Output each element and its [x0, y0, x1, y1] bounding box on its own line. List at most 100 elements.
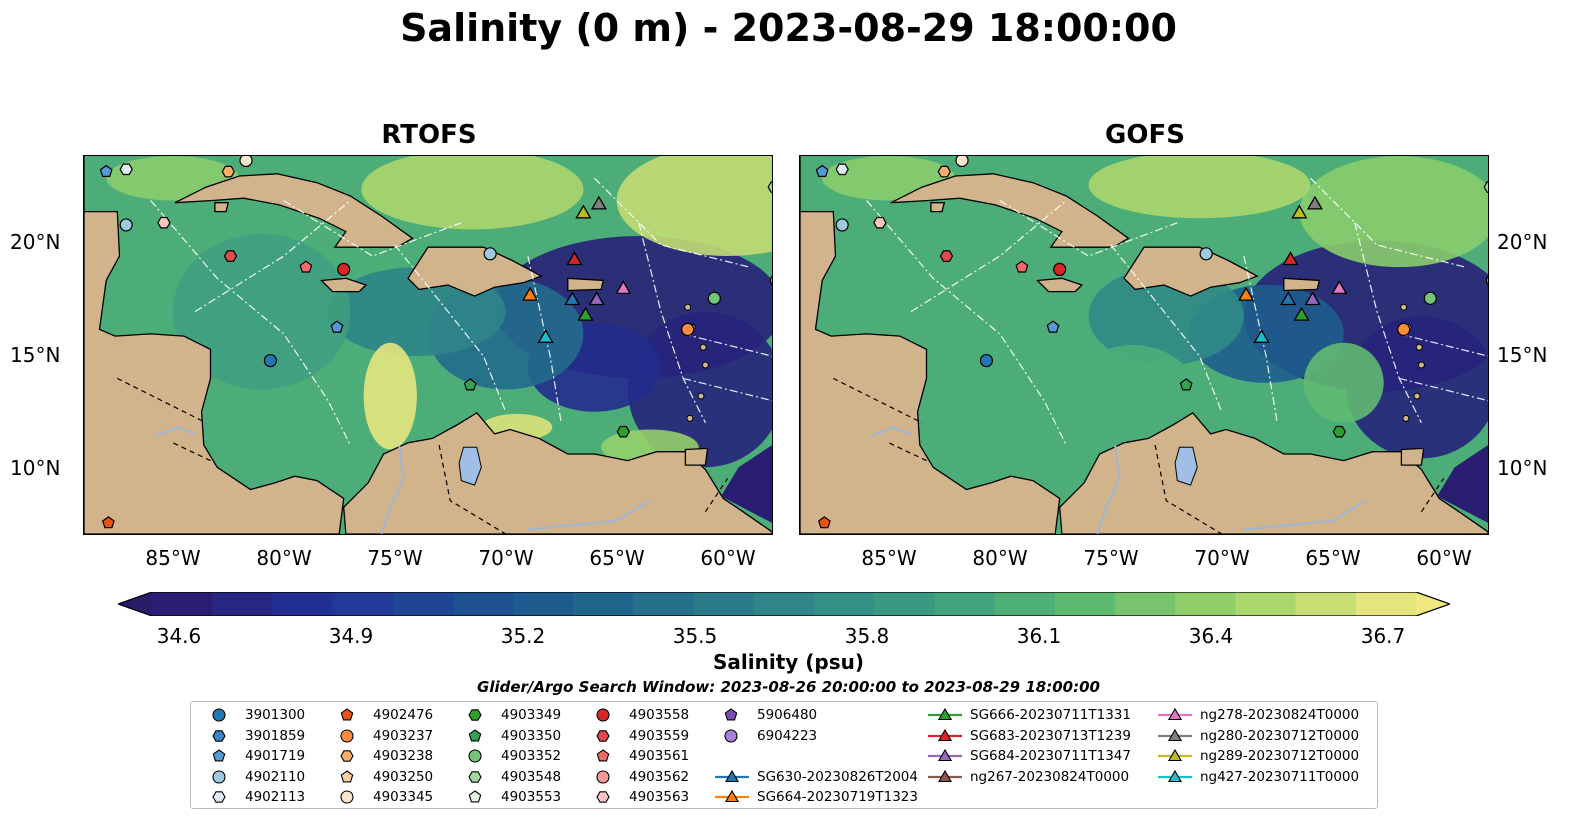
argo-float-4903352	[707, 291, 721, 305]
salinity-feature	[363, 342, 417, 450]
eez-boundary	[527, 255, 562, 423]
country-border	[888, 442, 927, 462]
legend-label: 4903553	[501, 789, 562, 806]
atlantic-outflow	[721, 445, 772, 523]
colorbar-segment	[152, 592, 213, 616]
legend-label: 4903563	[629, 789, 690, 806]
salinity-feature	[172, 233, 351, 390]
eez-boundary	[1399, 333, 1488, 357]
lesser-antilles-island	[1402, 414, 1410, 422]
eez-boundary	[194, 200, 351, 313]
colorbar-segment	[573, 592, 635, 616]
colorbar-segment	[874, 592, 936, 616]
colorbar-segment	[693, 592, 755, 616]
eez-boundary	[1110, 244, 1223, 412]
x-tick-label-gofs-60w: 60°W	[1416, 546, 1472, 570]
salinity-feature	[1088, 156, 1311, 219]
legend-label: 4903237	[373, 727, 434, 744]
eez-boundary	[150, 200, 351, 446]
country-border	[1154, 444, 1223, 534]
colorbar-tick-35-5: 35.5	[672, 624, 718, 648]
country-border	[172, 442, 211, 462]
land-jamaica	[1036, 277, 1084, 293]
legend-label: SG666-20230711T1331	[970, 707, 1131, 723]
rtofs-panel-title: RTOFS	[381, 120, 477, 150]
argo-float-4903237	[681, 322, 695, 337]
argo-float-6904223	[769, 275, 772, 286]
glider-ng289-20230712T0000	[1291, 204, 1308, 219]
glider-SG664-20230719T1323	[1238, 286, 1255, 301]
lake-maracaibo	[458, 446, 482, 486]
glider-SG666-20230711T1331	[577, 306, 594, 321]
glider-SG684-20230711T1347	[588, 291, 605, 306]
legend-label: 4903562	[629, 768, 690, 785]
legend-label: 4903345	[373, 789, 434, 806]
legend-label: SG630-20230826T2004	[757, 768, 918, 785]
legend-label: 4902113	[245, 789, 306, 806]
river	[1096, 444, 1121, 534]
lesser-antilles-island	[701, 361, 709, 369]
legend-label: 4902476	[373, 707, 434, 723]
lesser-antilles-island	[697, 392, 705, 400]
platform-legend: 3901300 3901859 4901719 4902110 4902113 49024…	[190, 701, 1378, 809]
gofs-salinity-map	[799, 155, 1489, 535]
legend-label: 4902110	[245, 768, 306, 785]
glider-ng289-20230712T0000	[575, 204, 592, 219]
salinity-colorbar	[118, 592, 1450, 616]
lesser-antilles-island	[684, 303, 692, 311]
legend-label: ng267-20230824T0000	[970, 768, 1130, 785]
colorbar-segment	[994, 592, 1056, 616]
land-hispaniola	[407, 246, 543, 297]
colorbar-tick-35-8: 35.8	[844, 624, 890, 648]
eez-boundary	[999, 199, 1178, 257]
argo-float-4903349	[1332, 425, 1346, 438]
legend-label: 4903558	[629, 707, 690, 723]
land-trinidad	[1400, 447, 1425, 466]
x-tick-label-gofs-65w: 65°W	[1305, 546, 1361, 570]
argo-float-4903548	[767, 181, 772, 193]
glider-SG684-20230711T1347	[1304, 291, 1321, 306]
eez-boundary	[1399, 377, 1488, 402]
x-tick-label-rtofs-60w: 60°W	[700, 546, 756, 570]
colorbar-segment	[753, 592, 815, 616]
argo-float-4903559	[223, 250, 238, 262]
land-central	[84, 156, 345, 534]
argo-float-4902110	[835, 218, 849, 232]
glider-SG630-20230826T2004	[1280, 291, 1297, 306]
colorbar-segment	[1054, 592, 1116, 616]
argo-float-4902113	[119, 163, 133, 176]
legend-label: ng427-20230711T0000	[1200, 768, 1360, 785]
argo-float-4902110	[119, 218, 133, 232]
legend-label: ng280-20230712T0000	[1200, 727, 1360, 744]
colorbar-segment	[212, 592, 273, 616]
salinity-feature	[616, 156, 772, 257]
colorbar-tick-34-9: 34.9	[328, 624, 374, 648]
argo-float-4903345	[955, 156, 969, 168]
argo-float-4903349	[616, 425, 630, 438]
glider-ng280-20230712T0000	[1306, 195, 1323, 210]
glider-ng278-20230824T0000	[615, 280, 632, 295]
colorbar-extend-low	[118, 592, 152, 616]
lesser-antilles-island	[1417, 361, 1425, 369]
glider-SG630-20230826T2004	[564, 291, 581, 306]
colorbar-segment	[392, 592, 454, 616]
legend-label: 6904223	[757, 727, 818, 744]
eez-boundary	[394, 244, 507, 412]
colorbar-segment	[1115, 592, 1176, 616]
argo-float-4903350	[463, 378, 477, 391]
argo-float-4902113	[835, 163, 849, 176]
land-jamaica	[320, 277, 368, 293]
legend-label: 4903561	[629, 748, 690, 765]
country-border	[833, 377, 923, 424]
land-isla-juventud	[930, 202, 946, 213]
country-border	[1420, 478, 1445, 513]
colorbar-tick-35-2: 35.2	[500, 624, 546, 648]
legend-label: 4903238	[373, 748, 434, 765]
eez-boundary	[683, 333, 772, 357]
legend-label: SG684-20230711T1347	[970, 748, 1131, 765]
river	[870, 426, 912, 438]
salinity-feature	[361, 156, 584, 230]
argo-float-4903558	[1053, 262, 1067, 277]
argo-float-6904223	[1485, 275, 1488, 286]
legend-label: SG664-20230719T1323	[757, 789, 918, 806]
